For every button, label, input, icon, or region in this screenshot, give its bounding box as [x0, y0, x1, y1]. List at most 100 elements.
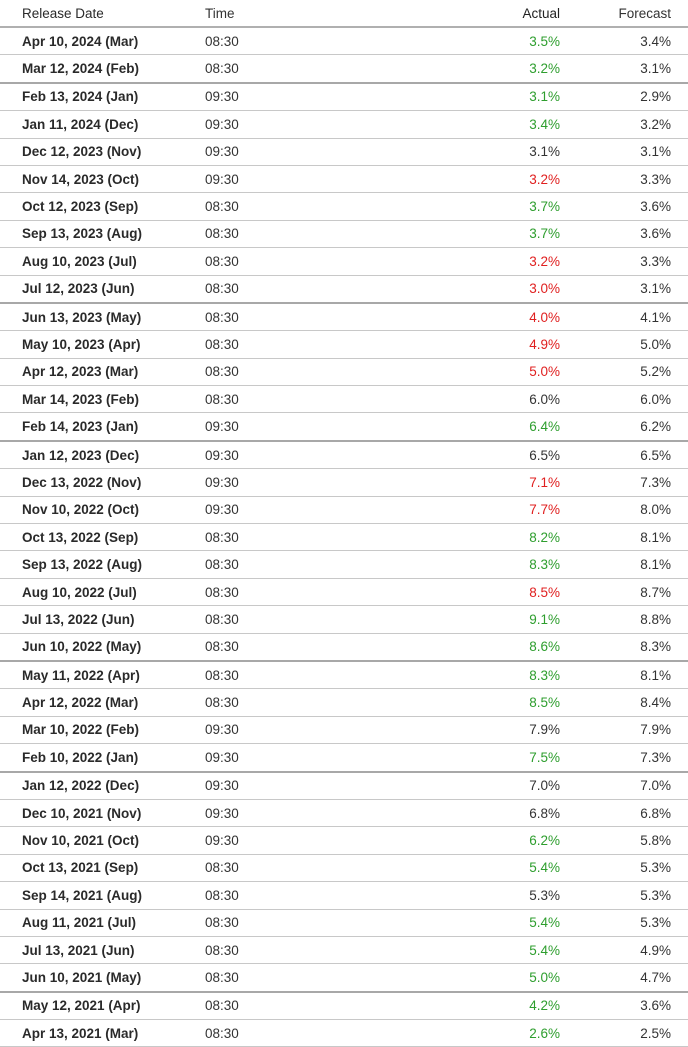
table-row: Apr 13, 2021 (Mar) 08:30 2.6% 2.5% [0, 1020, 688, 1047]
table-row: Oct 13, 2022 (Sep) 08:30 8.2% 8.1% [0, 524, 688, 552]
table-row: Dec 12, 2023 (Nov) 09:30 3.1% 3.1% [0, 139, 688, 166]
table-row: Feb 10, 2022 (Jan) 09:30 7.5% 7.3% [0, 744, 688, 773]
actual-cell: 3.1% [529, 144, 560, 160]
forecast-cell: 6.5% [640, 447, 671, 463]
time-cell: 08:30 [205, 969, 239, 985]
forecast-cell: 7.3% [640, 474, 671, 490]
time-cell: 08:30 [205, 667, 239, 683]
release-date-cell: May 12, 2021 (Apr) [22, 998, 141, 1014]
forecast-cell: 3.4% [640, 33, 671, 49]
forecast-cell: 4.1% [640, 309, 671, 325]
table-row: Jun 13, 2023 (May) 08:30 4.0% 4.1% [0, 304, 688, 332]
forecast-cell: 3.3% [640, 253, 671, 269]
table-row: Jan 12, 2023 (Dec) 09:30 6.5% 6.5% [0, 442, 688, 470]
time-cell: 09:30 [205, 447, 239, 463]
forecast-cell: 3.1% [640, 61, 671, 77]
release-date-cell: Mar 14, 2023 (Feb) [22, 391, 140, 407]
forecast-cell: 3.1% [640, 144, 671, 160]
table-row: Aug 10, 2023 (Jul) 08:30 3.2% 3.3% [0, 248, 688, 276]
release-date-cell: Nov 10, 2022 (Oct) [22, 502, 140, 518]
time-cell: 09:30 [205, 89, 239, 105]
actual-cell: 7.5% [529, 749, 560, 765]
table-row: Jan 12, 2022 (Dec) 09:30 7.0% 7.0% [0, 773, 688, 800]
time-cell: 09:30 [205, 805, 239, 821]
time-cell: 09:30 [205, 419, 239, 435]
forecast-cell: 6.8% [640, 805, 671, 821]
actual-cell: 8.2% [529, 529, 560, 545]
release-date-cell: Apr 13, 2021 (Mar) [22, 1025, 139, 1041]
release-date-cell: Sep 13, 2022 (Aug) [22, 557, 143, 573]
actual-cell: 3.2% [529, 253, 560, 269]
table-row: Apr 12, 2022 (Mar) 08:30 8.5% 8.4% [0, 689, 688, 717]
actual-cell: 6.8% [529, 805, 560, 821]
actual-cell: 3.2% [529, 171, 560, 187]
forecast-cell: 8.0% [640, 502, 671, 518]
table-row: Jul 12, 2023 (Jun) 08:30 3.0% 3.1% [0, 276, 688, 304]
header-release-date[interactable]: Release Date [22, 5, 104, 21]
release-date-cell: Dec 13, 2022 (Nov) [22, 474, 142, 490]
table-row: Jul 13, 2021 (Jun) 08:30 5.4% 4.9% [0, 937, 688, 965]
forecast-cell: 8.4% [640, 695, 671, 711]
forecast-cell: 6.2% [640, 419, 671, 435]
forecast-cell: 3.3% [640, 171, 671, 187]
table-row: Apr 10, 2024 (Mar) 08:30 3.5% 3.4% [0, 28, 688, 56]
time-cell: 08:30 [205, 391, 239, 407]
actual-cell: 6.0% [529, 391, 560, 407]
header-forecast[interactable]: Forecast [618, 5, 671, 21]
release-date-cell: Oct 13, 2022 (Sep) [22, 529, 139, 545]
forecast-cell: 8.1% [640, 557, 671, 573]
release-date-cell: Jan 12, 2022 (Dec) [22, 778, 140, 794]
actual-cell: 8.5% [529, 695, 560, 711]
table-row: Nov 10, 2021 (Oct) 09:30 6.2% 5.8% [0, 827, 688, 855]
actual-cell: 5.4% [529, 860, 560, 876]
release-date-cell: Nov 14, 2023 (Oct) [22, 171, 140, 187]
forecast-cell: 2.9% [640, 89, 671, 105]
release-date-cell: Mar 12, 2024 (Feb) [22, 61, 140, 77]
table-row: Aug 10, 2022 (Jul) 08:30 8.5% 8.7% [0, 579, 688, 607]
time-cell: 08:30 [205, 557, 239, 573]
time-cell: 08:30 [205, 639, 239, 655]
header-actual[interactable]: Actual [522, 5, 560, 21]
forecast-cell: 8.1% [640, 667, 671, 683]
table-row: Jun 10, 2021 (May) 08:30 5.0% 4.7% [0, 964, 688, 993]
table-row: Jul 13, 2022 (Jun) 08:30 9.1% 8.8% [0, 606, 688, 634]
table-body: Apr 10, 2024 (Mar) 08:30 3.5% 3.4% Mar 12, 2… [0, 28, 688, 1047]
actual-cell: 8.3% [529, 667, 560, 683]
time-cell: 09:30 [205, 144, 239, 160]
actual-cell: 5.0% [529, 364, 560, 380]
table-row: May 10, 2023 (Apr) 08:30 4.9% 5.0% [0, 331, 688, 359]
time-cell: 08:30 [205, 1025, 239, 1041]
time-cell: 08:30 [205, 253, 239, 269]
actual-cell: 5.4% [529, 915, 560, 931]
table-row: Feb 13, 2024 (Jan) 09:30 3.1% 2.9% [0, 84, 688, 112]
forecast-cell: 3.6% [640, 199, 671, 215]
forecast-cell: 3.6% [640, 998, 671, 1014]
forecast-cell: 7.3% [640, 749, 671, 765]
release-date-cell: Jun 10, 2021 (May) [22, 969, 142, 985]
forecast-cell: 8.3% [640, 639, 671, 655]
actual-cell: 5.3% [529, 887, 560, 903]
forecast-cell: 8.7% [640, 584, 671, 600]
release-date-cell: Apr 10, 2024 (Mar) [22, 33, 139, 49]
release-date-cell: Apr 12, 2023 (Mar) [22, 364, 139, 380]
release-date-cell: Jun 13, 2023 (May) [22, 309, 142, 325]
release-date-cell: Aug 10, 2023 (Jul) [22, 253, 137, 269]
actual-cell: 7.0% [529, 778, 560, 794]
table-row: Feb 14, 2023 (Jan) 09:30 6.4% 6.2% [0, 413, 688, 442]
forecast-cell: 8.1% [640, 529, 671, 545]
actual-cell: 3.7% [529, 199, 560, 215]
time-cell: 09:30 [205, 749, 239, 765]
release-date-cell: Jan 12, 2023 (Dec) [22, 447, 140, 463]
forecast-cell: 5.3% [640, 887, 671, 903]
time-cell: 08:30 [205, 61, 239, 77]
time-cell: 09:30 [205, 722, 239, 738]
time-cell: 08:30 [205, 611, 239, 627]
time-cell: 09:30 [205, 502, 239, 518]
forecast-cell: 7.0% [640, 778, 671, 794]
actual-cell: 7.1% [529, 474, 560, 490]
table-row: Apr 12, 2023 (Mar) 08:30 5.0% 5.2% [0, 359, 688, 387]
header-time[interactable]: Time [205, 5, 235, 21]
actual-cell: 6.4% [529, 419, 560, 435]
table-row: Nov 14, 2023 (Oct) 09:30 3.2% 3.3% [0, 166, 688, 194]
release-date-cell: Jan 11, 2024 (Dec) [22, 116, 139, 132]
